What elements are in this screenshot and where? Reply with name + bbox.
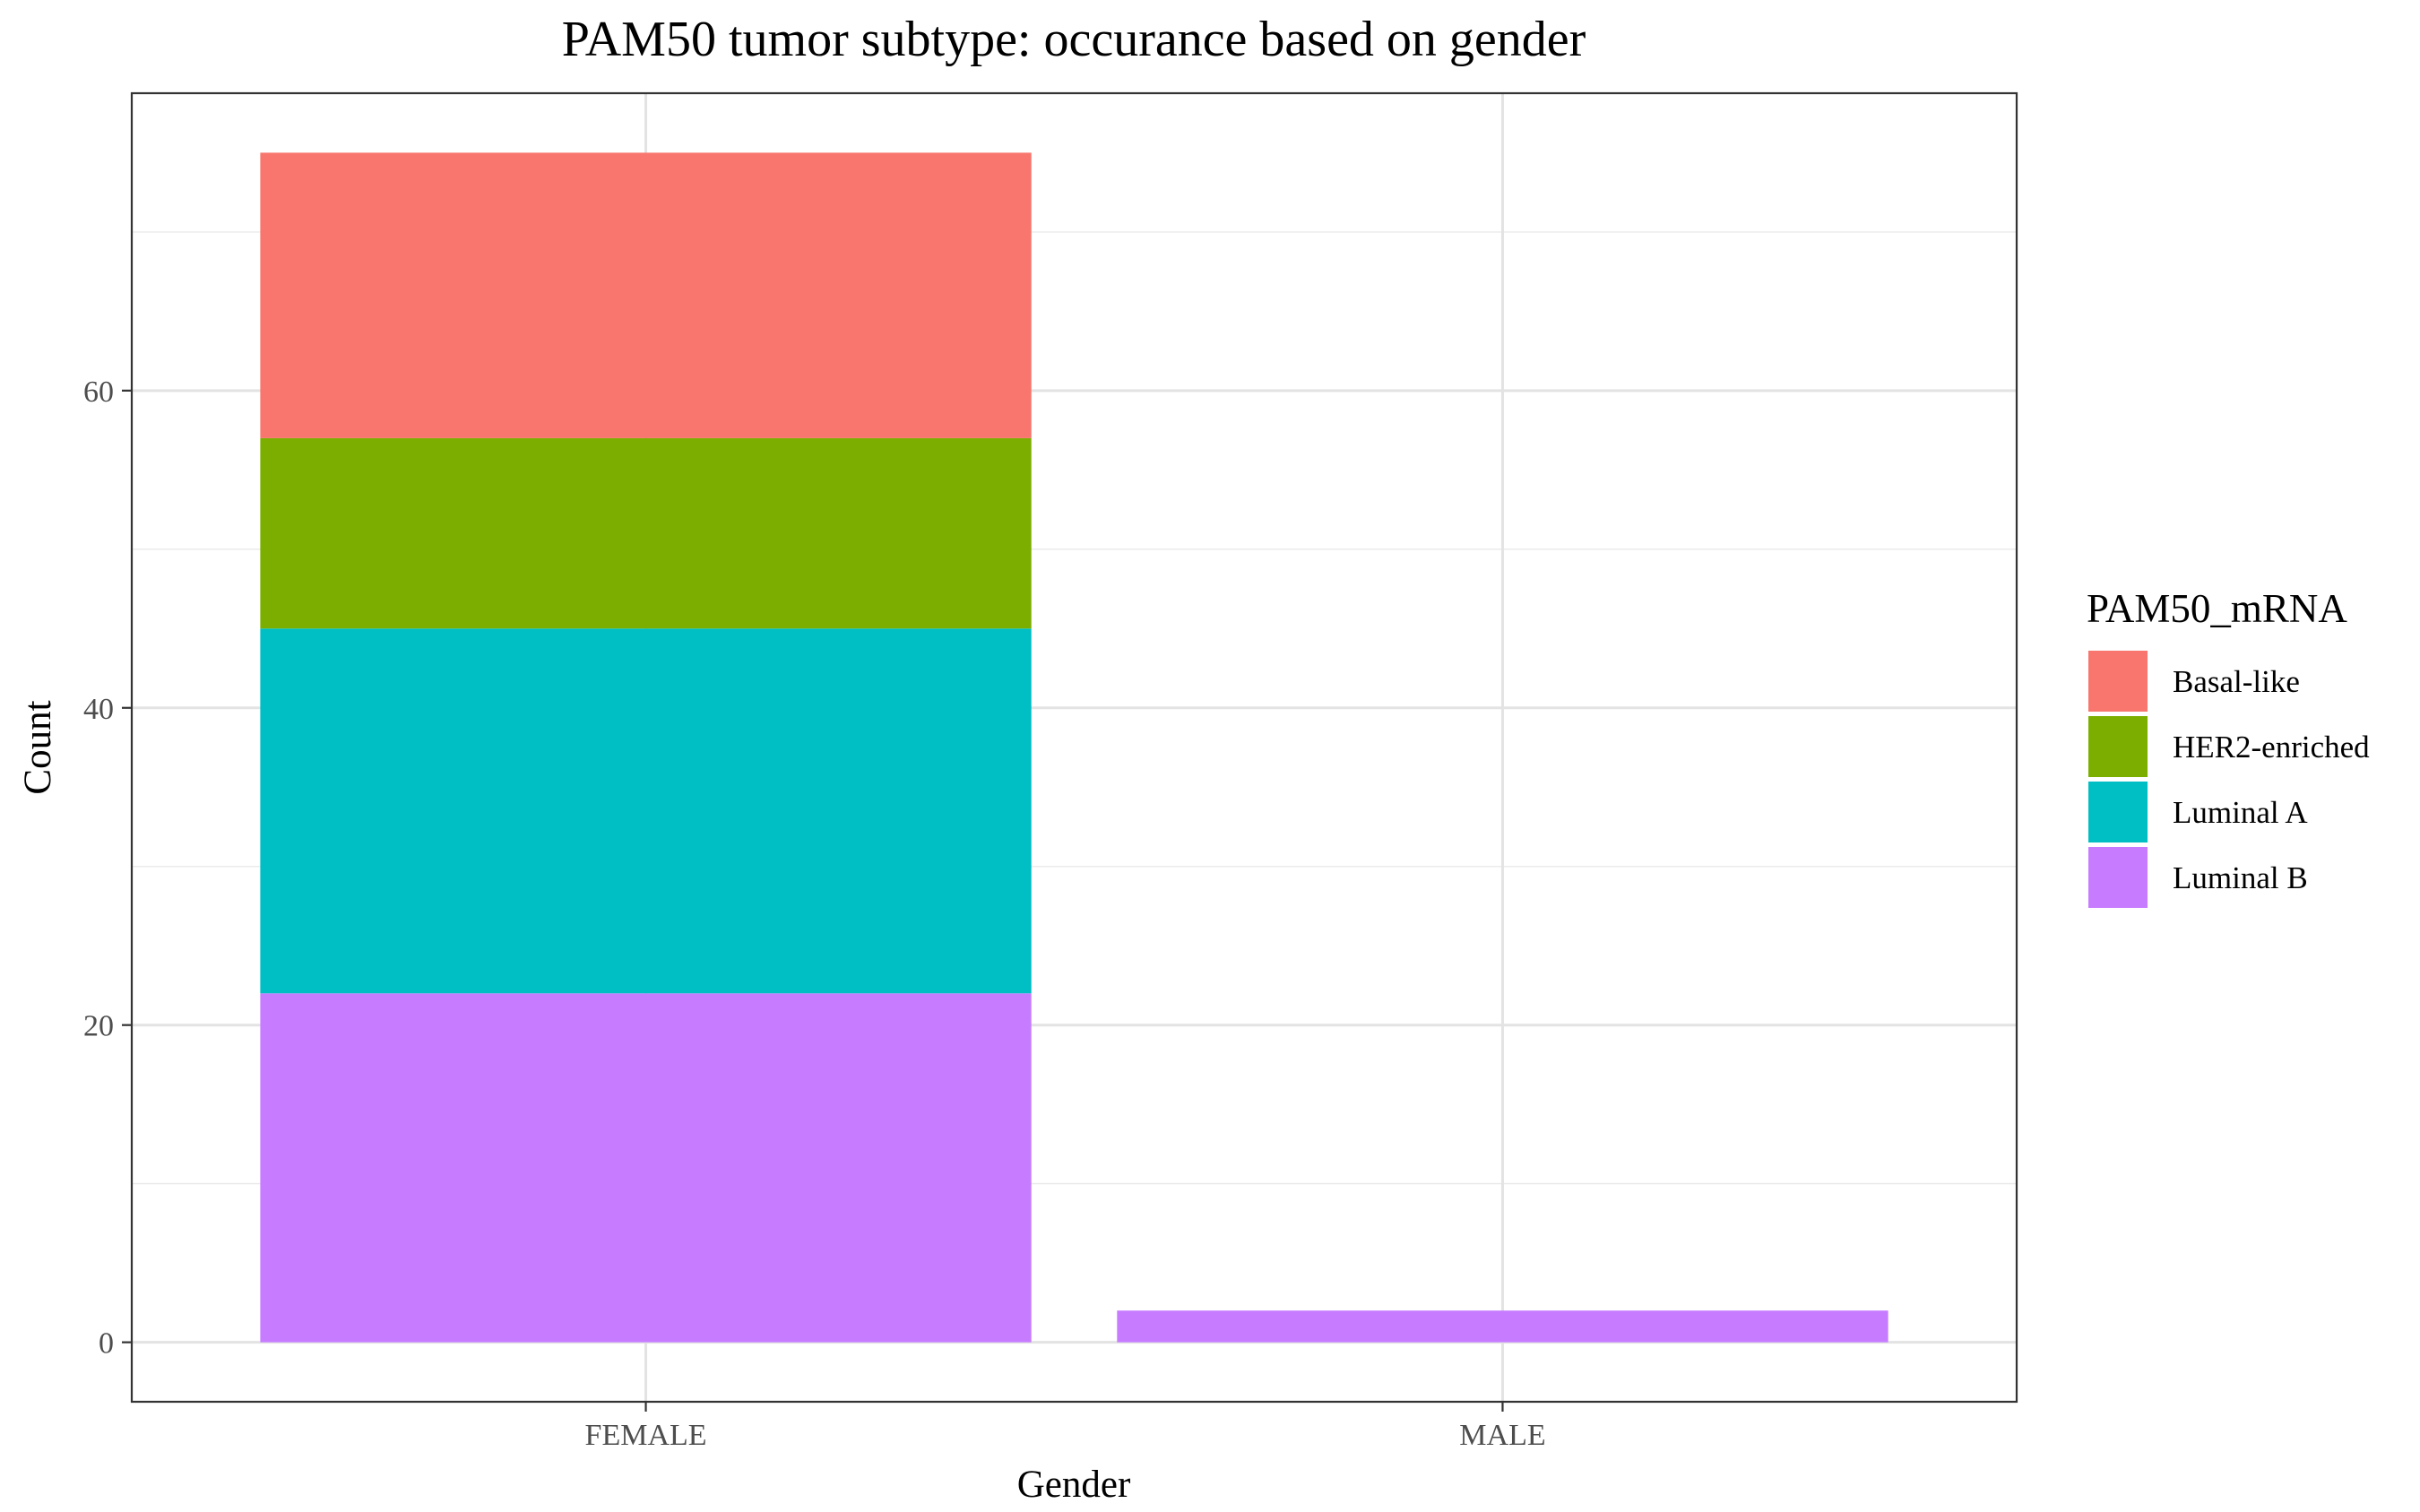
legend-label: Luminal A [2173, 795, 2308, 830]
y-axis-title: Count [17, 700, 59, 794]
legend-items: Basal-like HER2-enriched Luminal A Luminal … [2088, 651, 2370, 908]
bar-segment [260, 993, 1032, 1343]
bar-segment [260, 437, 1032, 629]
y-tick-label: 0 [99, 1327, 114, 1361]
legend-label: HER2-enriched [2173, 730, 2370, 765]
panel-border [130, 91, 2018, 1404]
x-axis-title: Gender [1017, 1464, 1131, 1506]
legend-swatch [2088, 782, 2148, 842]
legend-swatch [2088, 651, 2148, 712]
chart-title: PAM50 tumor subtype: occurance based on … [562, 12, 1586, 67]
plot-panel [130, 91, 2018, 1404]
legend-label: Luminal B [2173, 860, 2308, 895]
x-tick-label: FEMALE [585, 1419, 707, 1452]
bar-segment [260, 152, 1032, 438]
y-tick-label: 60 [83, 376, 114, 409]
legend-swatch [2088, 847, 2148, 908]
bars [260, 152, 1888, 1343]
x-tick-label: MALE [1459, 1419, 1545, 1452]
y-tick-label: 20 [83, 1010, 114, 1043]
bar-segment [260, 628, 1032, 994]
legend: PAM50_mRNA Basal-like HER2-enriched Lumina… [2087, 586, 2370, 908]
legend-label: Basal-like [2173, 664, 2300, 699]
y-axis: 0 20 40 60 [83, 376, 132, 1361]
legend-title: PAM50_mRNA [2087, 586, 2347, 631]
legend-swatch [2088, 716, 2148, 777]
bar-segment [1117, 1310, 1888, 1343]
x-axis: FEMALE MALE [585, 1402, 1546, 1452]
y-tick-label: 40 [83, 693, 114, 726]
